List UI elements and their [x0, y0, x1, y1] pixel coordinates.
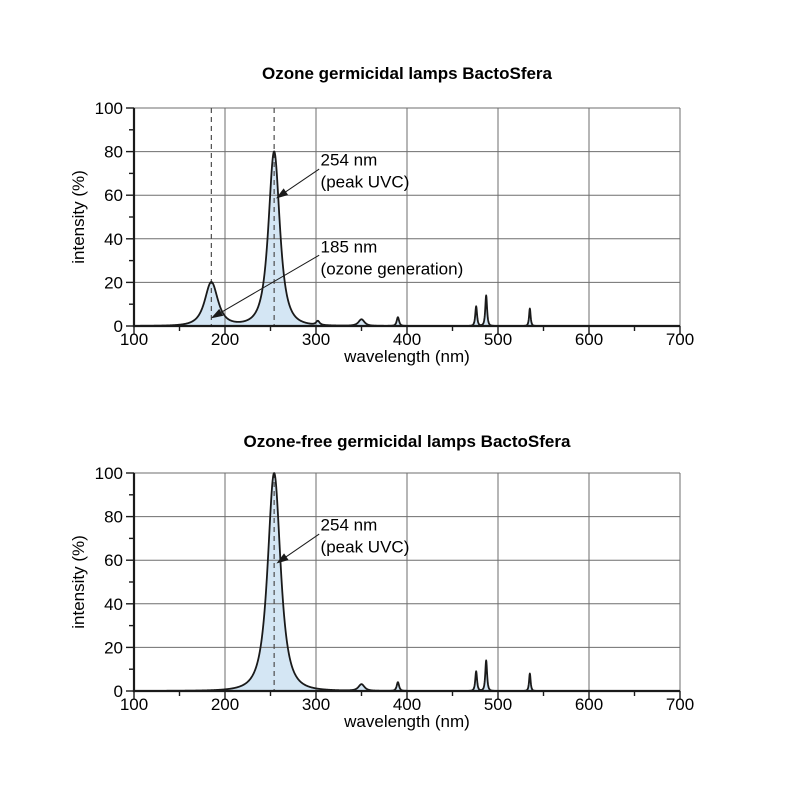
- annotation-arrow-line: [283, 168, 320, 194]
- x-axis-title-ozone-free: wavelength (nm): [344, 712, 470, 731]
- svg-text:300: 300: [302, 695, 330, 714]
- spectrum-plot-ozone: 100 200 300 400 500 600 700 0 20 40 60 80 100 254 nm(…: [95, 99, 695, 349]
- svg-text:400: 400: [393, 695, 421, 714]
- annotation-label: 254 nm (peak UVC): [321, 515, 410, 556]
- svg-text:80: 80: [104, 508, 123, 527]
- annotation: 185 nm (ozone generation): [210, 238, 464, 319]
- svg-text:300: 300: [302, 330, 330, 349]
- annotation-arrow-line: [284, 533, 320, 559]
- svg-text:40: 40: [104, 595, 123, 614]
- svg-text:100: 100: [120, 330, 148, 349]
- x-tick-labels: 100 200 300 400 500 600 700: [120, 330, 694, 349]
- annotation-label: 185 nm (ozone generation): [321, 238, 464, 279]
- svg-text:100: 100: [95, 464, 123, 483]
- annotation-arrowhead: [275, 188, 289, 199]
- annotation-arrow-line: [219, 254, 320, 314]
- chart-title-ozone-free: Ozone-free germicidal lamps BactoSfera: [243, 432, 571, 451]
- spectrum-fill: [134, 473, 680, 691]
- svg-text:20: 20: [104, 273, 123, 292]
- svg-text:100: 100: [120, 695, 148, 714]
- annotation: 254 nm (peak UVC): [275, 150, 410, 199]
- y-tick-labels: 0 20 40 60 80 100: [95, 464, 123, 701]
- annotation-arrowhead: [276, 553, 289, 564]
- svg-text:20: 20: [104, 638, 123, 657]
- svg-text:0: 0: [114, 317, 123, 336]
- x-axis-title-ozone: wavelength (nm): [344, 347, 470, 366]
- spectrum-line: [133, 150, 681, 327]
- tick-marks: [126, 472, 681, 699]
- svg-text:0: 0: [114, 682, 123, 701]
- svg-text:100: 100: [95, 99, 123, 118]
- svg-text:600: 600: [575, 695, 603, 714]
- svg-text:40: 40: [104, 230, 123, 249]
- svg-text:60: 60: [104, 186, 123, 205]
- svg-text:80: 80: [104, 143, 123, 162]
- x-tick-labels: 100 200 300 400 500 600 700: [120, 695, 694, 714]
- gridlines: [134, 107, 681, 326]
- svg-text:500: 500: [484, 330, 512, 349]
- y-tick-labels: 0 20 40 60 80 100: [95, 99, 123, 336]
- spectrum-line: [133, 472, 681, 692]
- svg-text:200: 200: [211, 330, 239, 349]
- annotation-arrowhead: [210, 308, 224, 319]
- spectrum-plot-ozone-free: 100 200 300 400 500 600 700 0 20 40 60 80 100 254 nm(…: [95, 464, 695, 714]
- spectrum-fill: [134, 151, 680, 326]
- svg-text:60: 60: [104, 551, 123, 570]
- svg-text:700: 700: [666, 695, 694, 714]
- svg-text:400: 400: [393, 330, 421, 349]
- y-axis-title-ozone-free: intensity (%): [69, 535, 88, 629]
- svg-text:200: 200: [211, 695, 239, 714]
- annotation-label: 254 nm (peak UVC): [321, 150, 410, 191]
- svg-text:500: 500: [484, 695, 512, 714]
- tick-marks: [126, 107, 681, 334]
- svg-text:600: 600: [575, 330, 603, 349]
- gridlines: [134, 472, 681, 691]
- y-axis-title-ozone: intensity (%): [69, 170, 88, 264]
- annotation: 254 nm (peak UVC): [276, 515, 410, 564]
- svg-text:700: 700: [666, 330, 694, 349]
- chart-title-ozone: Ozone germicidal lamps BactoSfera: [261, 64, 553, 83]
